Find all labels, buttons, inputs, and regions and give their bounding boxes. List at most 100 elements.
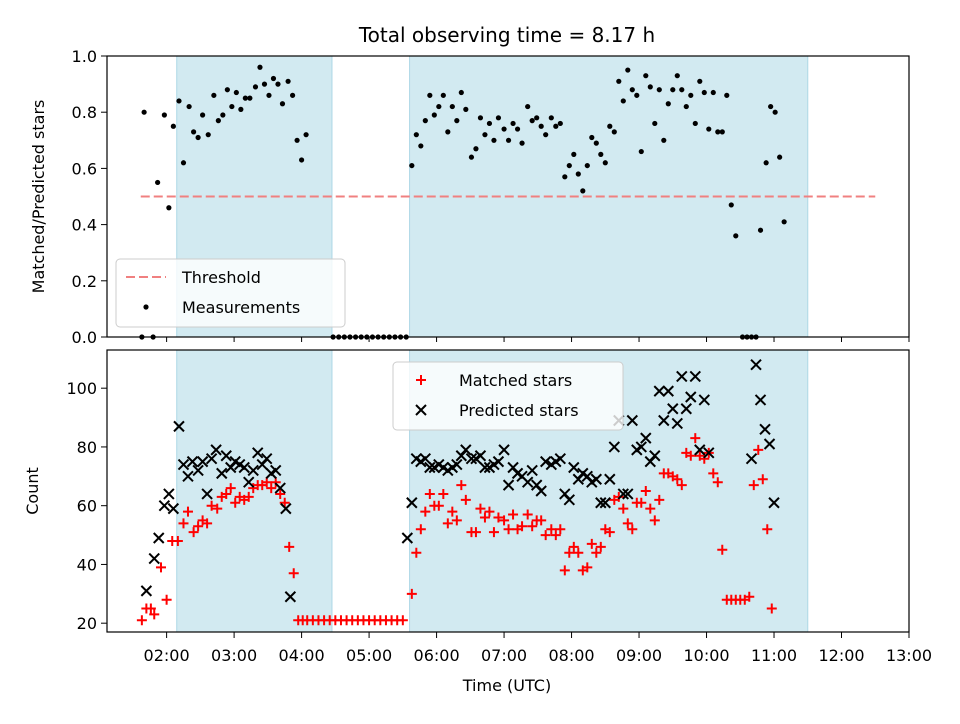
matched-star-point-83 <box>546 524 557 535</box>
predicted-star-point-82 <box>635 441 647 453</box>
predicted-star-point-48 <box>479 461 491 474</box>
matched-star-point-71 <box>488 527 499 538</box>
measurement-point-80 <box>553 123 559 129</box>
predicted-star-point-30 <box>284 591 297 603</box>
predicted-star-point-1 <box>148 552 160 565</box>
predicted-star-point-95 <box>694 444 706 456</box>
matched-star-point-101 <box>627 524 638 535</box>
measurement-point-93 <box>611 129 617 135</box>
top-legend-box <box>115 258 346 328</box>
measurement-point-70 <box>505 137 512 143</box>
measurement-point-49 <box>409 162 415 169</box>
matched-star-point-88 <box>568 541 579 552</box>
measurement-point-33 <box>298 157 305 163</box>
measurement-point-54 <box>431 112 437 118</box>
measurement-point-30 <box>285 78 291 84</box>
predicted-star-point-44 <box>460 444 472 456</box>
matched-star-point-8 <box>178 518 189 529</box>
measurement-point-94 <box>616 78 622 84</box>
matched-star-point-84 <box>550 530 561 541</box>
measurement-point-9 <box>186 103 192 110</box>
legend-matched-swatch <box>416 375 426 385</box>
matched-star-point-27 <box>266 483 277 494</box>
matched-star-point-3 <box>149 609 160 620</box>
matched-star-point-65 <box>460 494 471 505</box>
predicted-star-point-74 <box>599 497 612 509</box>
measurement-point-77 <box>538 123 544 129</box>
measurement-point-76 <box>534 115 540 121</box>
predicted-star-point-64 <box>554 452 567 465</box>
measurement-point-84 <box>571 151 577 157</box>
measurement-point-86 <box>580 188 586 194</box>
measurement-point-128 <box>772 109 778 115</box>
measurement-point-104 <box>661 137 667 143</box>
predicted-star-point-31 <box>401 532 414 544</box>
matched-star-point-19 <box>230 497 241 508</box>
measurement-point-74 <box>525 103 531 110</box>
predicted-star-point-29 <box>280 502 292 515</box>
predicted-star-point-91 <box>676 370 688 383</box>
measurement-point-109 <box>683 103 689 110</box>
xtick-label-2: 04:00 <box>279 646 325 665</box>
predicted-star-point-97 <box>703 447 715 459</box>
measurement-point-23 <box>252 84 259 90</box>
predicted-star-point-94 <box>689 370 701 383</box>
matched-star-point-67 <box>470 527 481 538</box>
matched-star-point-57 <box>424 488 435 499</box>
measurement-point-10 <box>191 129 197 135</box>
predicted-star-point-88 <box>662 385 674 397</box>
predicted-star-point-79 <box>622 488 634 500</box>
matched-star-point-61 <box>442 518 453 529</box>
bottom-legend: Matched stars Predicted stars <box>392 361 624 431</box>
predicted-star-point-85 <box>649 450 661 462</box>
matched-star-point-130 <box>757 474 768 485</box>
predicted-star-point-32 <box>406 497 418 509</box>
predicted-star-point-93 <box>685 391 697 403</box>
measurement-point-78 <box>543 132 549 138</box>
matched-star-point-93 <box>591 547 602 558</box>
predicted-star-point-67 <box>568 461 580 474</box>
matched-star-point-32 <box>288 568 299 579</box>
matched-star-point-114 <box>685 450 696 461</box>
measurement-point-4 <box>161 112 167 118</box>
bottom-observing-window-1 <box>176 349 333 633</box>
measurement-point-24 <box>257 64 263 70</box>
legend-measurements-swatch <box>143 304 149 310</box>
measurement-point-51 <box>418 143 424 149</box>
measurement-point-106 <box>670 87 676 93</box>
matched-star-point-112 <box>676 480 687 491</box>
xtick-label-9: 11:00 <box>751 646 797 665</box>
matched-star-point-79 <box>527 521 538 532</box>
legend-predicted-swatch <box>415 404 427 416</box>
matched-star-point-131 <box>762 524 773 535</box>
matched-star-point-14 <box>206 500 217 511</box>
matched-star-point-96 <box>604 527 615 538</box>
bottom-ylabel: Count <box>23 467 42 515</box>
measurement-point-99 <box>638 148 644 155</box>
matched-star-point-52 <box>397 615 408 626</box>
measurement-point-63 <box>473 146 479 152</box>
matched-star-point-60 <box>438 488 449 499</box>
predicted-star-point-52 <box>498 444 510 456</box>
matched-star-point-127 <box>744 591 755 602</box>
predicted-star-point-15 <box>216 467 228 480</box>
matched-star-point-59 <box>433 500 444 511</box>
measurement-point-97 <box>629 87 635 93</box>
matched-star-point-22 <box>243 491 254 502</box>
measurement-point-120 <box>733 233 739 239</box>
legend-threshold-label: Threshold <box>181 268 261 287</box>
measurement-point-11 <box>195 134 201 141</box>
predicted-star-point-60 <box>535 485 547 497</box>
measurement-point-58 <box>449 103 455 110</box>
matched-star-point-75 <box>508 509 519 520</box>
measurement-point-114 <box>706 126 712 132</box>
predicted-star-point-51 <box>492 455 505 468</box>
predicted-star-point-23 <box>252 447 264 459</box>
xtick-label-4: 06:00 <box>414 646 460 665</box>
bottom-legend-box <box>392 361 624 431</box>
predicted-star-point-42 <box>451 458 463 471</box>
predicted-star-point-21 <box>243 476 255 488</box>
matched-star-point-15 <box>212 503 223 514</box>
measurement-point-113 <box>701 89 707 96</box>
matched-star-point-18 <box>225 483 236 494</box>
